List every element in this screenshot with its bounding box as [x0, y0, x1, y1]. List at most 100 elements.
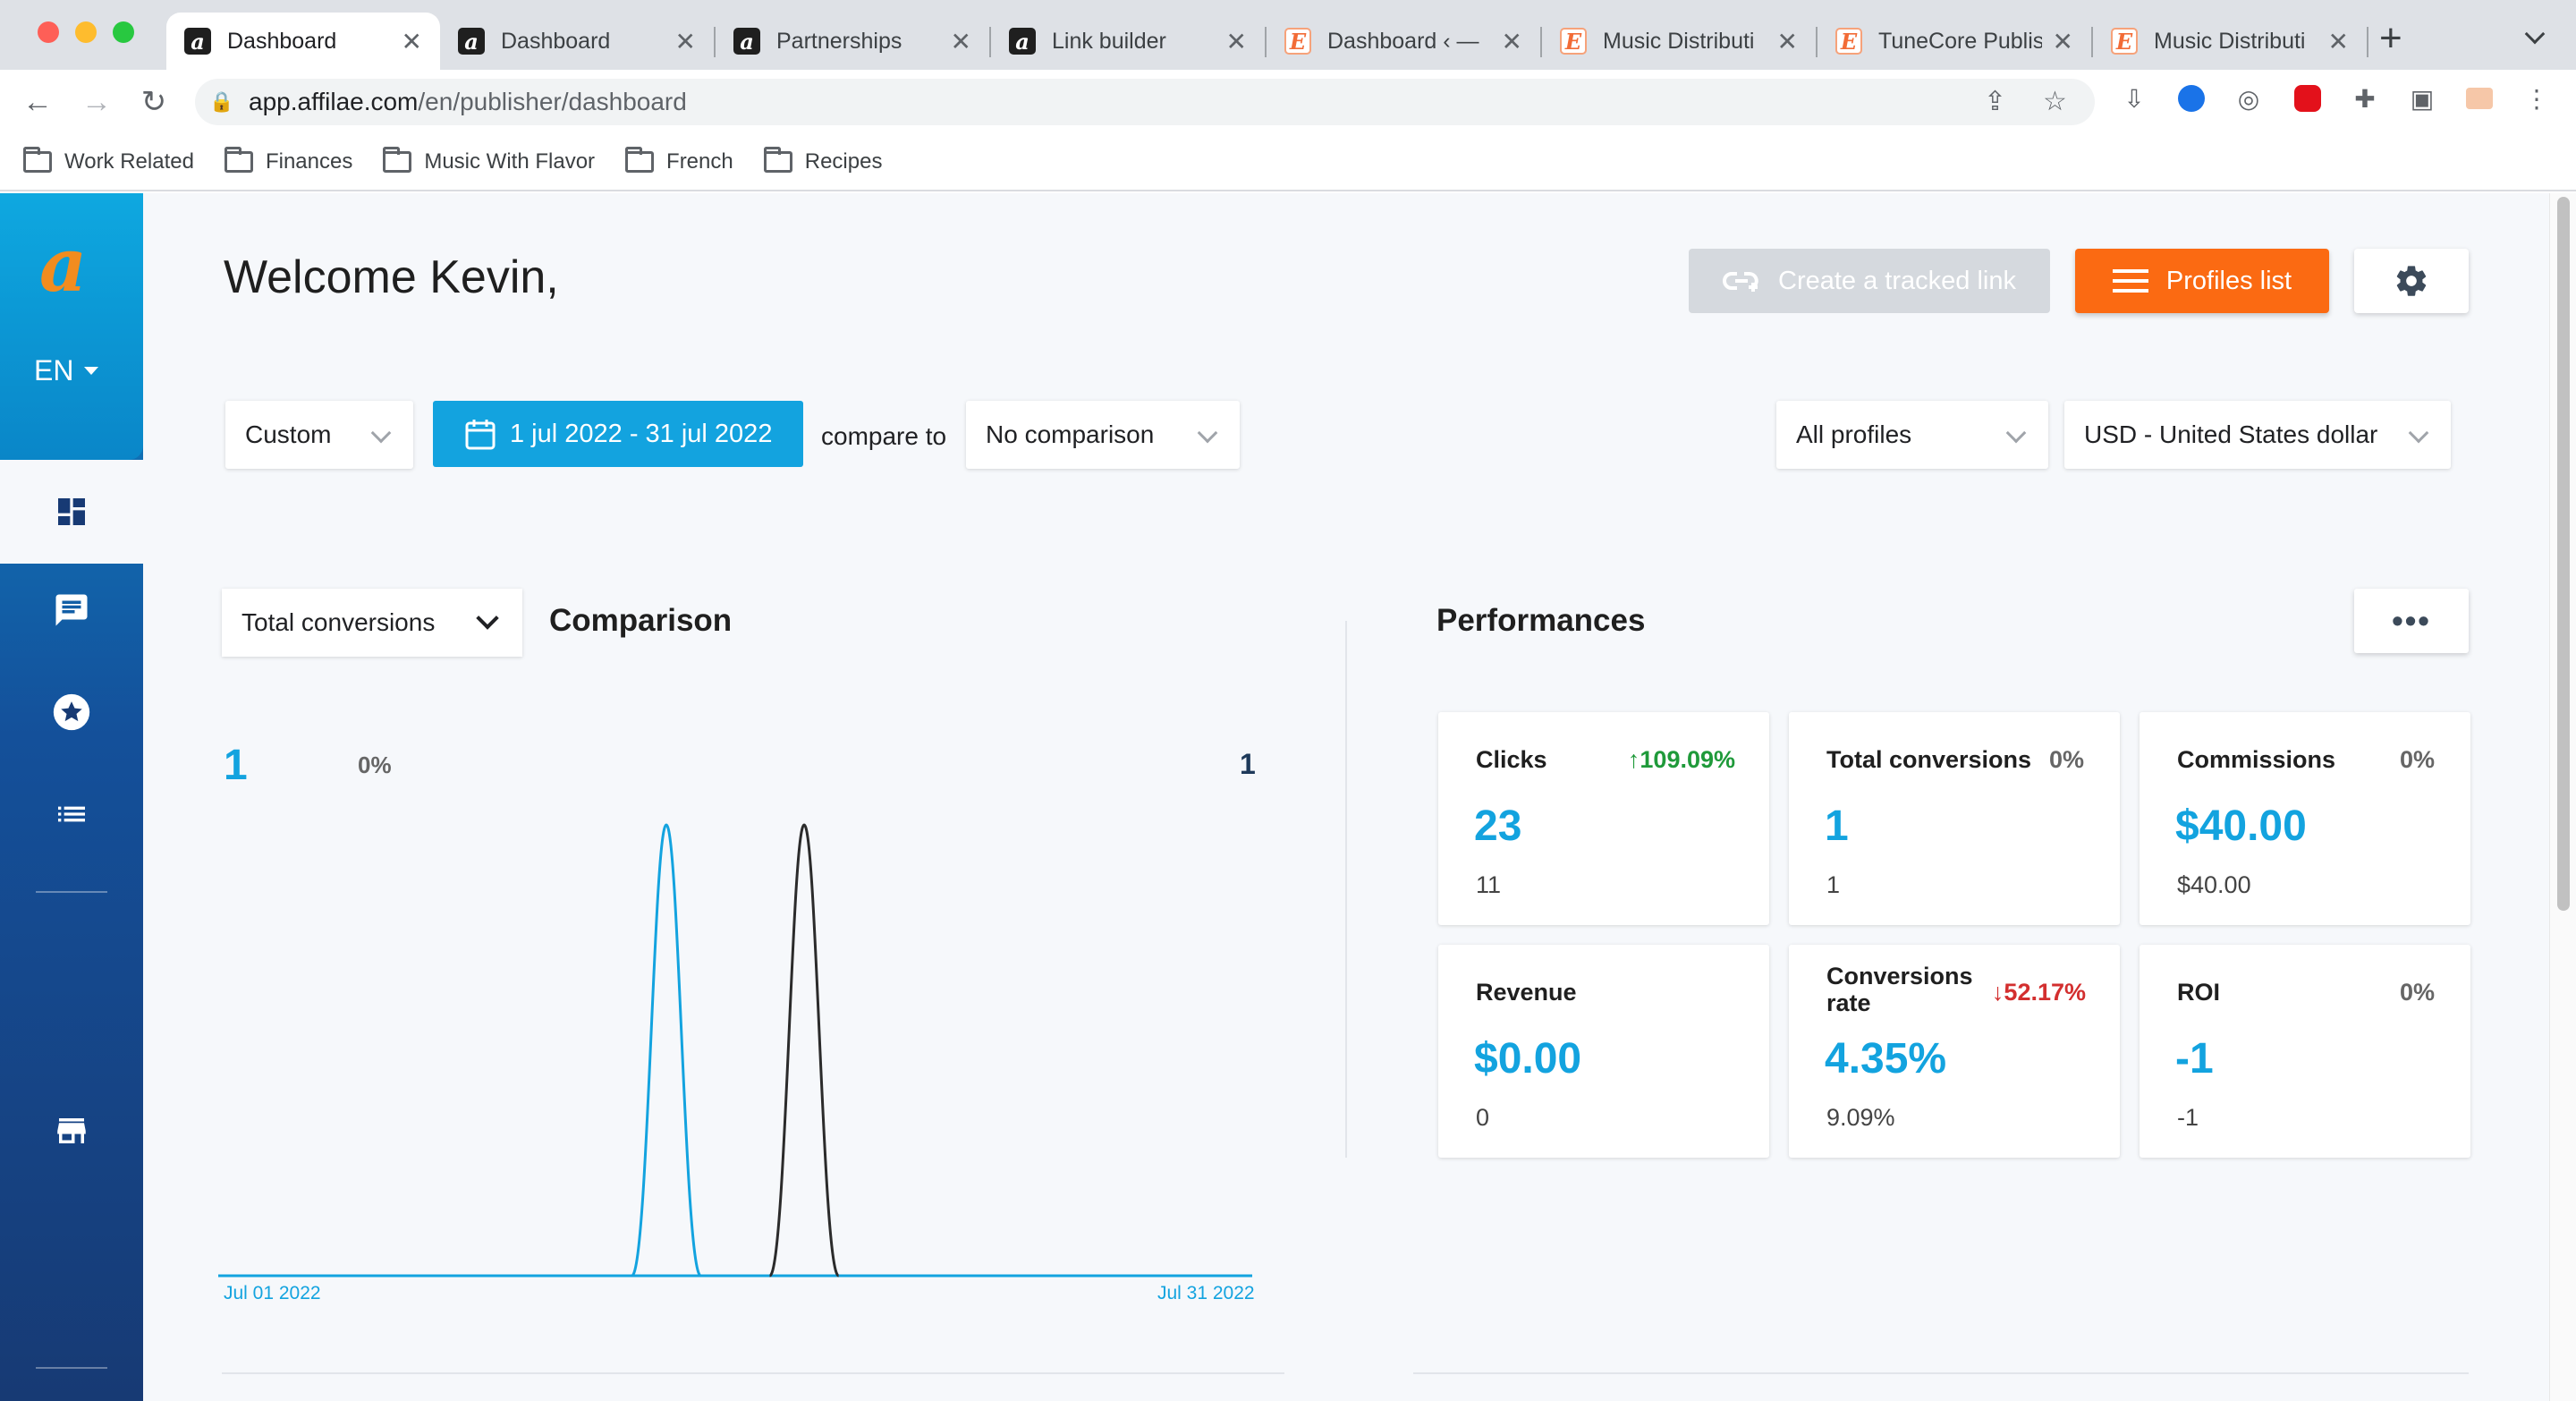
chevron-down-icon: [476, 607, 499, 630]
bookmark-folder[interactable]: French: [625, 147, 733, 174]
metric-card-revenue[interactable]: Revenue $0.00 0: [1438, 945, 1769, 1158]
browser-tab[interactable]: E Dashboard ‹ — ✕: [1267, 13, 1540, 70]
currency-select[interactable]: USD - United States dollar: [2064, 401, 2451, 469]
card-delta: ↑109.09%: [1628, 746, 1735, 774]
window-zoom-button[interactable]: [113, 21, 134, 43]
back-arrow-icon[interactable]: ←: [22, 84, 53, 119]
metric-card-commissions[interactable]: Commissions 0% $40.00 $40.00: [2140, 712, 2470, 925]
bottom-divider: [1413, 1372, 2469, 1374]
new-tab-button[interactable]: +: [2379, 16, 2402, 60]
create-tracked-link-label: Create a tracked link: [1778, 266, 2016, 295]
bookmark-folder[interactable]: Work Related: [23, 147, 194, 174]
profiles-select[interactable]: All profiles: [1776, 401, 2048, 469]
metric-card-clicks[interactable]: Clicks ↑109.09% 23 11: [1438, 712, 1769, 925]
tab-close-icon[interactable]: ✕: [1225, 27, 1247, 55]
sidebar-item-store[interactable]: [50, 1109, 93, 1152]
extension-compass-icon[interactable]: ◎: [2237, 84, 2260, 113]
tab-close-icon[interactable]: ✕: [2052, 27, 2073, 55]
bookmark-star-icon[interactable]: ☆: [2043, 87, 2067, 116]
browser-tab[interactable]: a Dashboard ✕: [440, 13, 714, 70]
page-scrollbar[interactable]: [2549, 193, 2576, 1401]
reload-icon[interactable]: ↻: [140, 85, 167, 119]
card-value: $0.00: [1474, 1035, 1582, 1083]
card-value: $40.00: [2175, 802, 2307, 850]
browser-tab[interactable]: E Music Distributi ✕: [1542, 13, 1816, 70]
extensions-puzzle-icon[interactable]: ✚: [2354, 84, 2376, 113]
metric-select[interactable]: Total conversions: [222, 589, 522, 657]
current-value: 1: [224, 742, 248, 789]
extension-blue-icon[interactable]: [2175, 82, 2207, 115]
scrollbar-thumb[interactable]: [2557, 197, 2570, 911]
tab-close-icon[interactable]: ✕: [1776, 27, 1798, 55]
sidebar-item-favorites[interactable]: [50, 691, 93, 734]
card-title: Revenue: [1476, 979, 1577, 1006]
forward-arrow-icon[interactable]: →: [81, 84, 112, 119]
tab-separator: [714, 27, 716, 57]
sidebar-divider: [36, 1367, 107, 1369]
tab-close-icon[interactable]: ✕: [1501, 27, 1522, 55]
bookmark-label: Finances: [265, 149, 353, 174]
dashboard-icon: [58, 498, 85, 525]
metric-card-total-conversions[interactable]: Total conversions 0% 1 1: [1789, 712, 2120, 925]
x-tick-end: Jul 31 2022: [1157, 1283, 1255, 1303]
period-select[interactable]: Custom: [225, 401, 413, 469]
star-icon: [53, 693, 90, 731]
tab-label: Music Distributi: [1603, 28, 1755, 54]
affilae-favicon-icon: a: [1009, 28, 1036, 55]
extension-e-icon[interactable]: [2463, 82, 2496, 115]
card-delta: ↓52.17%: [1992, 979, 2086, 1006]
card-delta-value: 109.09%: [1640, 746, 1735, 773]
tab-close-icon[interactable]: ✕: [950, 27, 971, 55]
messages-icon: [55, 594, 88, 626]
extension-download-icon[interactable]: ⇩: [2123, 84, 2145, 113]
browser-tab[interactable]: E TuneCore Publis ✕: [1818, 13, 2091, 70]
tab-label: Music Distributi: [2154, 28, 2306, 54]
window-minimize-button[interactable]: [75, 21, 97, 43]
more-options-button[interactable]: •••: [2354, 589, 2469, 653]
side-panel-icon[interactable]: ▣: [2410, 84, 2435, 113]
sidebar-item-messages[interactable]: [50, 589, 93, 632]
browser-tab[interactable]: a Dashboard ✕: [166, 13, 440, 70]
affilae-app: a EN Welcome Kevin, Create a tracked lin…: [0, 193, 2576, 1401]
sidebar: a EN: [0, 193, 143, 1401]
url-text[interactable]: app.affilae.com/en/publisher/dashboard: [249, 88, 687, 116]
card-title: Clicks: [1476, 746, 1547, 773]
bookmark-folder[interactable]: Finances: [224, 147, 353, 174]
browser-menu-icon[interactable]: ⋮: [2524, 84, 2549, 113]
metric-card-roi[interactable]: ROI 0% -1 -1: [2140, 945, 2470, 1158]
metric-value: Total conversions: [242, 608, 436, 636]
settings-button[interactable]: [2354, 249, 2469, 313]
bookmark-label: Recipes: [804, 149, 883, 174]
sidebar-item-list[interactable]: [50, 793, 93, 836]
section-divider: [1345, 621, 1347, 1158]
extension-adblock-icon[interactable]: [2292, 82, 2324, 115]
affilae-logo[interactable]: a: [39, 223, 88, 309]
profiles-list-button[interactable]: Profiles list: [2075, 249, 2329, 313]
profiles-value: All profiles: [1796, 420, 1912, 448]
language-selector[interactable]: EN: [34, 354, 99, 387]
lock-icon: 🔒: [209, 90, 234, 113]
sidebar-item-dashboard[interactable]: [0, 460, 143, 564]
browser-tab[interactable]: a Partnerships ✕: [716, 13, 989, 70]
tab-close-icon[interactable]: ✕: [674, 27, 696, 55]
tab-close-icon[interactable]: ✕: [401, 27, 422, 55]
tab-close-icon[interactable]: ✕: [2327, 27, 2349, 55]
browser-tab[interactable]: E Music Distributi ✕: [2093, 13, 2367, 70]
create-tracked-link-button[interactable]: Create a tracked link: [1689, 249, 2050, 313]
bookmark-folder[interactable]: Music With Flavor: [383, 147, 595, 174]
dashboard-main: Welcome Kevin, Create a tracked link Pro…: [143, 193, 2549, 1401]
metric-card-conversions-rate[interactable]: Conversions rate ↓52.17% 4.35% 9.09%: [1789, 945, 2120, 1158]
tab-label: Link builder: [1052, 28, 1166, 54]
tab-search-chevron-icon[interactable]: [2524, 23, 2546, 45]
chevron-down-icon: [2408, 422, 2429, 444]
share-icon[interactable]: ⇪: [1984, 87, 2007, 116]
browser-tab[interactable]: a Link builder ✕: [991, 13, 1265, 70]
comparison-select[interactable]: No comparison: [966, 401, 1240, 469]
window-close-button[interactable]: [38, 21, 59, 43]
e-favicon-icon: E: [2111, 28, 2138, 55]
change-percent: 0%: [358, 751, 392, 778]
date-range-button[interactable]: 1 jul 2022 - 31 jul 2022: [433, 401, 803, 467]
currency-value: USD - United States dollar: [2084, 420, 2378, 448]
address-bar[interactable]: 🔒 app.affilae.com/en/publisher/dashboard…: [195, 79, 2095, 125]
bookmark-folder[interactable]: Recipes: [763, 147, 883, 174]
